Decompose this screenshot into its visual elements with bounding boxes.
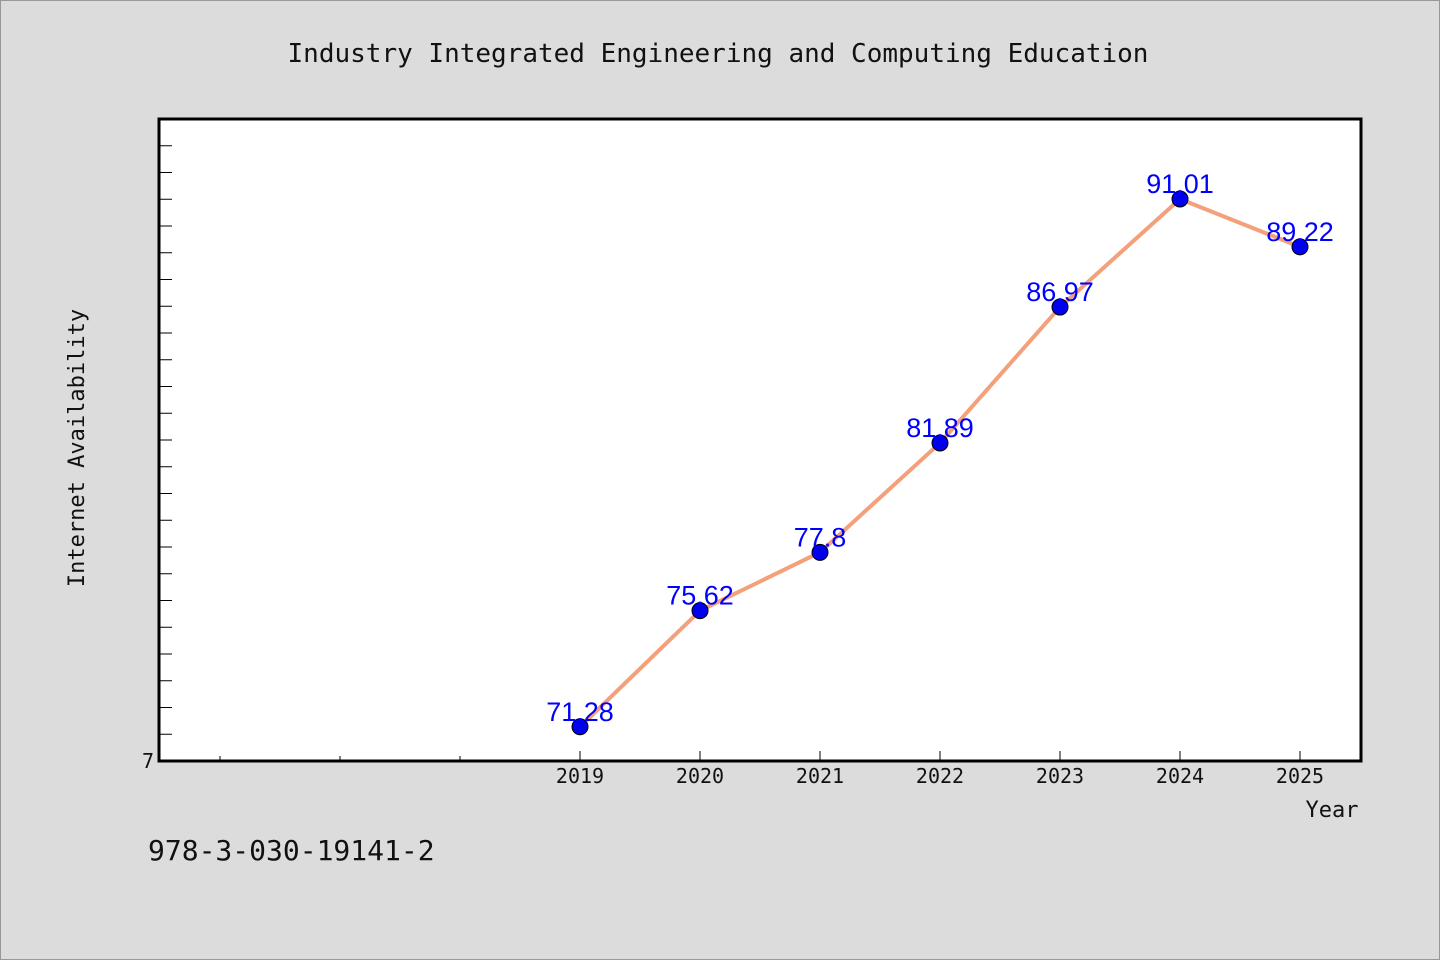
y-tick-label: 7: [142, 749, 154, 773]
data-point: [691, 602, 709, 620]
data-label: 86.97: [1026, 277, 1094, 307]
data-point: [1051, 298, 1069, 316]
y-axis-ticks: [159, 145, 172, 735]
plot-area: [157, 117, 1363, 763]
x-tick-label: 2020: [676, 764, 724, 788]
data-point: [1171, 190, 1189, 208]
x-tick-label: 2019: [556, 764, 604, 788]
data-point: [1291, 238, 1309, 256]
data-label: 81.89: [906, 413, 974, 443]
isbn-footer: 978-3-030-19141-2: [148, 834, 435, 867]
data-label-layer: 71.28 75.62 77.8 81.89 86.97 91.01 89.22: [546, 169, 1334, 727]
data-label: 71.28: [546, 697, 614, 727]
data-point: [811, 543, 829, 561]
x-tick-label: 2025: [1276, 764, 1324, 788]
y-axis-label: Internet Availability: [65, 309, 90, 587]
series-layer: [571, 190, 1309, 736]
chart-title: Industry Integrated Engineering and Comp…: [288, 39, 1149, 69]
data-label: 89.22: [1266, 217, 1334, 247]
x-tick-label: 2021: [796, 764, 844, 788]
data-point: [931, 434, 949, 452]
x-tick-label: 2024: [1156, 764, 1204, 788]
data-label: 77.8: [794, 522, 847, 552]
x-axis-label: Year: [1306, 798, 1359, 823]
x-tick-label: 2023: [1036, 764, 1084, 788]
data-label: 91.01: [1146, 169, 1214, 199]
x-tick-label: 2022: [916, 764, 964, 788]
x-axis-ticks: 2019 2020 2021 2022 2023 2024 2025: [219, 751, 1324, 788]
data-point: [571, 718, 589, 736]
data-label: 75.62: [666, 581, 734, 611]
